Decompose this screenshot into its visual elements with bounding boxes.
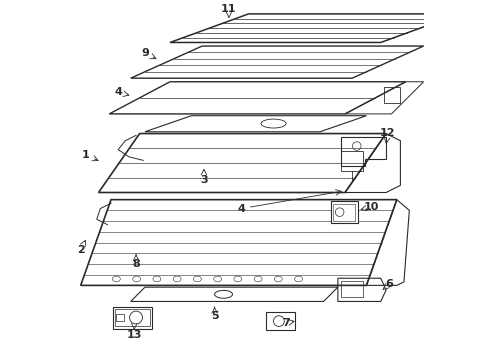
FancyBboxPatch shape [267, 312, 295, 330]
Text: 4: 4 [238, 203, 245, 213]
FancyBboxPatch shape [113, 307, 152, 329]
Text: 7: 7 [282, 318, 290, 328]
Text: 11: 11 [221, 4, 237, 14]
Text: 2: 2 [77, 245, 85, 255]
FancyBboxPatch shape [331, 202, 358, 223]
Text: 6: 6 [386, 279, 393, 289]
Text: 3: 3 [200, 175, 208, 185]
Text: 8: 8 [132, 259, 140, 269]
Text: 4: 4 [114, 87, 122, 98]
Text: 5: 5 [211, 311, 219, 321]
Text: 12: 12 [380, 128, 395, 138]
Text: 13: 13 [126, 330, 142, 341]
Text: 10: 10 [364, 202, 379, 212]
Text: 9: 9 [141, 48, 149, 58]
Text: 1: 1 [82, 150, 90, 160]
